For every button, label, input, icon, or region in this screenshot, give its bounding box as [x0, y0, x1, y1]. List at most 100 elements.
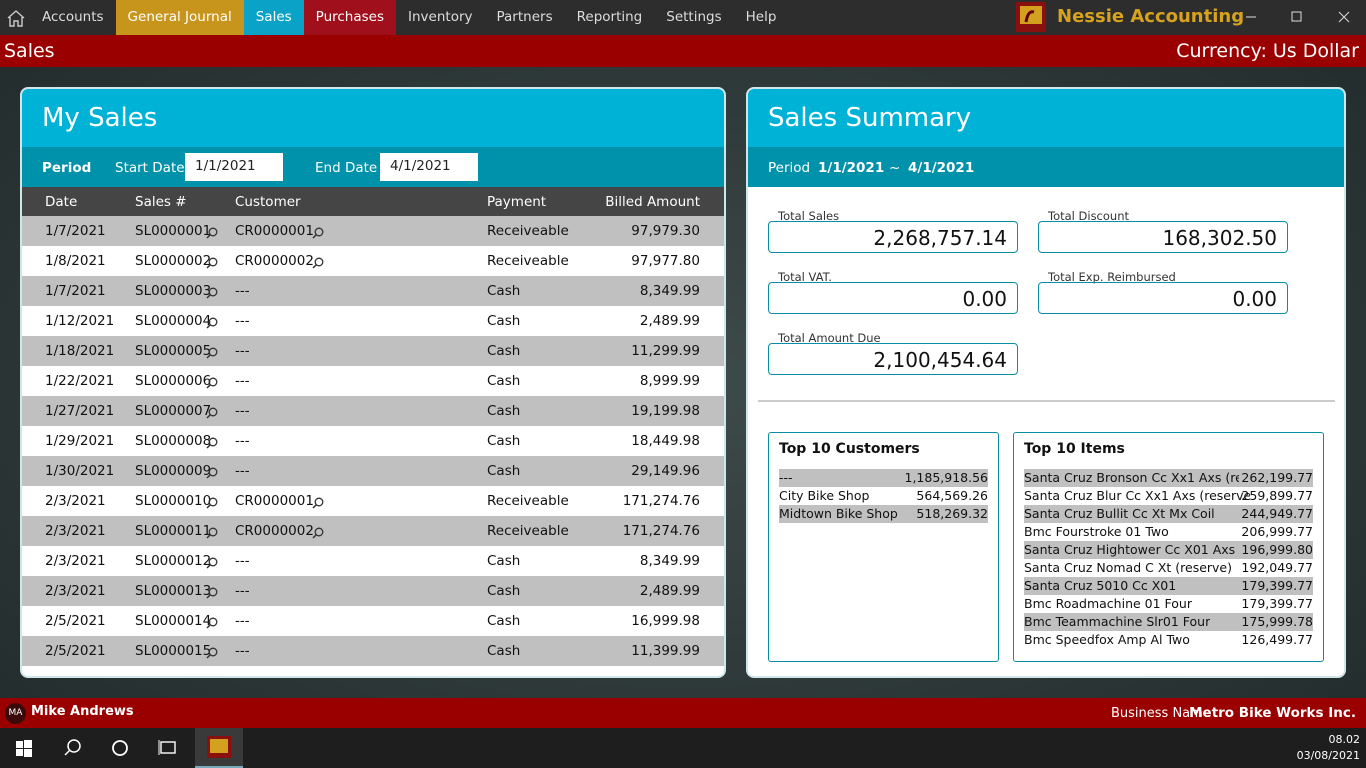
taskbar-icons[interactable]: [0, 728, 250, 768]
table-row[interactable]: 1/8/2021 SL0000002 CR0000002 Receiveable 97,…: [22, 246, 724, 276]
list-item[interactable]: Midtown Bike Shop 518,269.32: [779, 505, 988, 523]
top-items: Top 10 Items Santa Cruz Bronson Cc Xx1 A…: [1013, 432, 1324, 662]
end-date-input[interactable]: 4/1/2021: [380, 153, 478, 181]
menu-item[interactable]: General Journal: [115, 0, 244, 35]
menu-item[interactable]: Reporting: [576, 9, 643, 25]
search-icon[interactable]: [312, 524, 324, 539]
table-row[interactable]: 2/5/2021 SL0000015 --- Cash 11,399.99: [22, 636, 724, 666]
search-icon[interactable]: [206, 614, 218, 629]
end-date: 4/1/2021: [908, 160, 975, 176]
table-cell: Receiveable: [487, 253, 569, 269]
table-row[interactable]: 1/30/2021 SL0000009 --- Cash 29,149.96: [22, 456, 724, 486]
table-cell: 2/3/2021: [45, 493, 106, 509]
search-icon[interactable]: [312, 224, 324, 239]
app-logo: [1016, 2, 1046, 32]
menu-item[interactable]: Accounts: [42, 9, 104, 25]
search-icon[interactable]: [206, 284, 218, 299]
field-label: Total Exp. Reimbursed: [1048, 270, 1176, 284]
table-cell: 2/3/2021: [45, 523, 106, 539]
table-row[interactable]: 1/7/2021 SL0000001 CR0000001 Receiveable 97,…: [22, 216, 724, 246]
item-name: City Bike Shop: [779, 488, 870, 503]
list-item[interactable]: City Bike Shop 564,569.26: [779, 487, 988, 505]
panel-title: Sales Summary: [748, 89, 1344, 147]
table-cell: Receiveable: [487, 523, 569, 539]
table-cell: ---: [235, 553, 250, 569]
search-icon[interactable]: [206, 494, 218, 509]
column-header: Date: [45, 194, 78, 210]
end-date: 4/1/2021: [390, 158, 451, 174]
item-value: 175,999.78: [1239, 614, 1313, 629]
table-cell: ---: [235, 613, 250, 629]
table-cell: SL0000003: [135, 283, 212, 299]
search-icon[interactable]: [206, 344, 218, 359]
search-icon[interactable]: [312, 254, 324, 269]
search-icon[interactable]: [206, 524, 218, 539]
table-row[interactable]: 2/3/2021 SL0000012 --- Cash 8,349.99: [22, 546, 724, 576]
table-row[interactable]: 1/29/2021 SL0000008 --- Cash 18,449.98: [22, 426, 724, 456]
table-row[interactable]: 1/18/2021 SL0000005 --- Cash 11,299.99: [22, 336, 724, 366]
list-item[interactable]: Bmc Fourstroke 01 Two 206,999.77: [1024, 523, 1313, 541]
user-name: Mike Andrews: [31, 704, 134, 719]
search-icon[interactable]: [312, 494, 324, 509]
top-customers: Top 10 Customers --- 1,185,918.56 City Bik…: [768, 432, 999, 662]
list-item[interactable]: Santa Cruz Blur Cc Xx1 Axs (reserve) 259,…: [1024, 487, 1313, 505]
currency: Currency: Us Dollar: [1176, 40, 1359, 62]
separator: ~: [889, 160, 901, 176]
item-name: Santa Cruz Bullit Cc Xt Mx Coil: [1024, 506, 1215, 521]
table-row[interactable]: 1/22/2021 SL0000006 --- Cash 8,999.99: [22, 366, 724, 396]
time: 08.02: [1328, 733, 1361, 746]
table-cell: Cash: [487, 583, 521, 599]
menu-item[interactable]: Help: [745, 9, 777, 25]
home-icon[interactable]: [6, 8, 26, 28]
window-controls[interactable]: [1240, 8, 1360, 28]
list-item[interactable]: Bmc Speedfox Amp Al Two 126,499.77: [1024, 631, 1313, 649]
table-cell: ---: [235, 343, 250, 359]
search-icon[interactable]: [206, 644, 218, 659]
search-icon[interactable]: [206, 404, 218, 419]
search-icon[interactable]: [206, 314, 218, 329]
business-label: Business Name: [1111, 706, 1211, 721]
table-row[interactable]: 2/3/2021 SL0000011 CR0000002 Receiveable 171…: [22, 516, 724, 546]
table-row[interactable]: 2/3/2021 SL0000010 CR0000001 Receiveable 171…: [22, 486, 724, 516]
search-icon[interactable]: [206, 224, 218, 239]
table-cell: SL0000011: [135, 523, 212, 539]
item-name: Santa Cruz Bronson Cc Xx1 Axs (reserve: [1024, 470, 1250, 485]
table-row[interactable]: 1/12/2021 SL0000004 --- Cash 2,489.99: [22, 306, 724, 336]
table-cell: ---: [235, 373, 250, 389]
list-item[interactable]: Santa Cruz Nomad C Xt (reserve) 192,049.7…: [1024, 559, 1313, 577]
menu-item[interactable]: Purchases: [303, 0, 397, 35]
table-row[interactable]: 1/7/2021 SL0000003 --- Cash 8,349.99: [22, 276, 724, 306]
list-item[interactable]: --- 1,185,918.56: [779, 469, 988, 487]
menu-item[interactable]: Sales: [243, 0, 304, 35]
list-item[interactable]: Bmc Roadmachine 01 Four 179,399.77: [1024, 595, 1313, 613]
table-row[interactable]: 2/5/2021 SL0000014 --- Cash 16,999.98: [22, 606, 724, 636]
table-row[interactable]: 2/3/2021 SL0000013 --- Cash 2,489.99: [22, 576, 724, 606]
start-date: 1/1/2021: [195, 158, 256, 174]
item-value: 192,049.77: [1241, 560, 1313, 575]
list-item[interactable]: Santa Cruz Bullit Cc Xt Mx Coil 244,949.7…: [1024, 505, 1313, 523]
user-avatar: MA: [5, 703, 26, 724]
table-cell: ---: [235, 433, 250, 449]
table-row[interactable]: 1/27/2021 SL0000007 --- Cash 19,199.98: [22, 396, 724, 426]
column-header: Billed Amount: [605, 194, 700, 210]
list-item[interactable]: Santa Cruz 5010 Cc X01 179,399.77: [1024, 577, 1313, 595]
start-date-input[interactable]: 1/1/2021: [185, 153, 283, 181]
menu-item[interactable]: Partners: [496, 9, 553, 25]
search-icon[interactable]: [206, 374, 218, 389]
my-sales-panel: My Sales Period Start Date 1/1/2021 End …: [20, 87, 726, 678]
table-cell: SL0000015: [135, 643, 212, 659]
search-icon[interactable]: [206, 464, 218, 479]
search-icon[interactable]: [206, 254, 218, 269]
list-item[interactable]: Bmc Teammachine Slr01 Four 175,999.78: [1024, 613, 1313, 631]
search-icon[interactable]: [206, 584, 218, 599]
item-name: Bmc Teammachine Slr01 Four: [1024, 614, 1211, 629]
list-item[interactable]: Santa Cruz Hightower Cc X01 Axs (rese 196…: [1024, 541, 1313, 559]
table-cell: 11,399.99: [631, 643, 700, 659]
search-icon[interactable]: [206, 554, 218, 569]
search-icon[interactable]: [206, 434, 218, 449]
table-body: 1/7/2021 SL0000001 CR0000001 Receiveable 97,…: [22, 216, 724, 666]
menu-item[interactable]: Settings: [666, 9, 722, 25]
list-item[interactable]: Santa Cruz Bronson Cc Xx1 Axs (reserve26…: [1024, 469, 1313, 487]
table-cell: 19,199.98: [631, 403, 700, 419]
menu-item[interactable]: Inventory: [408, 9, 473, 25]
